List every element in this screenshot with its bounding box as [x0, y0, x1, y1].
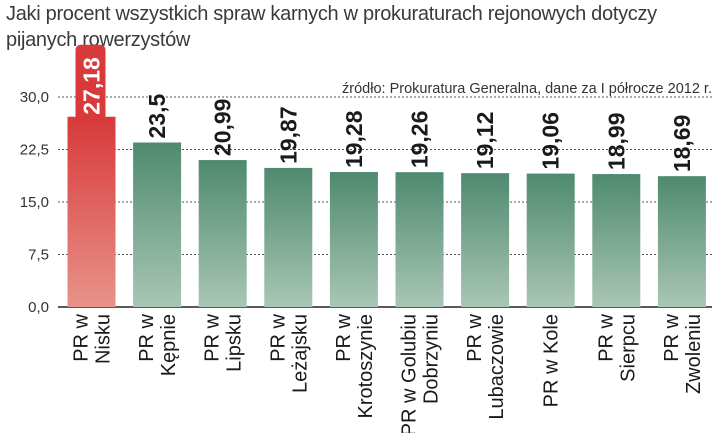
category-label: PR w — [661, 313, 683, 361]
category-label: PR w — [136, 313, 158, 361]
value-label: 23,5 — [144, 94, 170, 139]
bar — [461, 173, 510, 307]
value-label: 18,99 — [603, 113, 629, 171]
category-label: PR w — [333, 313, 355, 361]
chart-title: Jaki procent wszystkich spraw karnych w … — [6, 3, 657, 51]
category-label: Zwoleniu — [683, 314, 705, 394]
y-tick-label: 15,0 — [20, 194, 49, 211]
bar — [395, 172, 444, 307]
value-label: 27,18 — [79, 57, 105, 115]
bar — [526, 173, 575, 307]
y-tick-label: 22,5 — [20, 142, 49, 159]
highlight-tag-shape — [75, 44, 106, 121]
value-label: 20,99 — [210, 99, 236, 157]
bar — [133, 142, 182, 307]
category-label: PR w — [202, 313, 224, 361]
bars — [67, 116, 706, 308]
source-note: źródło: Prokuratura Generalna, dane za I… — [342, 81, 712, 97]
y-axis-ticks: 0,0 7,5 15,0 22,5 30,0 — [20, 89, 49, 316]
category-label: Leżajsku — [289, 314, 311, 393]
category-label: Dobrzyniu — [421, 314, 443, 404]
value-label: 19,87 — [275, 106, 301, 164]
bar — [592, 174, 641, 307]
y-tick-label: 7,5 — [28, 247, 49, 264]
bar — [657, 176, 706, 307]
category-label: Lipsku — [224, 314, 246, 372]
category-label: PR w — [464, 313, 486, 361]
value-label: 18,69 — [669, 115, 695, 173]
value-label: 19,26 — [407, 111, 433, 169]
category-label: PR w — [267, 313, 289, 361]
bar — [67, 116, 116, 308]
y-tick-label: 0,0 — [28, 299, 49, 316]
category-labels: PR w Nisku PR w Kępnie PR w Lipsku PR w Leżajsk… — [71, 313, 705, 433]
category-label: PR w Golubiu — [399, 314, 421, 433]
category-label: Sierpcu — [617, 314, 639, 382]
value-label: 19,06 — [538, 112, 564, 170]
value-label: 19,28 — [341, 110, 367, 168]
category-label: Krotoszynie — [355, 314, 377, 419]
value-labels: 27,18 23,5 20,99 19,87 19,28 19,26 19,12 19,06 1… — [75, 44, 695, 173]
category-label: PR w — [595, 313, 617, 361]
highlight-label-tag: 27,18 — [75, 44, 106, 121]
category-label: PR w — [71, 313, 93, 361]
category-label: PR w Kole — [541, 314, 563, 407]
value-label: 19,12 — [472, 112, 498, 170]
category-label: Lubaczowie — [486, 314, 508, 420]
bar — [198, 160, 247, 307]
y-tick-label: 30,0 — [20, 89, 49, 106]
category-label: Nisku — [93, 314, 115, 364]
bar — [264, 167, 313, 307]
category-label: Kępnie — [158, 314, 180, 376]
bar — [329, 172, 378, 307]
